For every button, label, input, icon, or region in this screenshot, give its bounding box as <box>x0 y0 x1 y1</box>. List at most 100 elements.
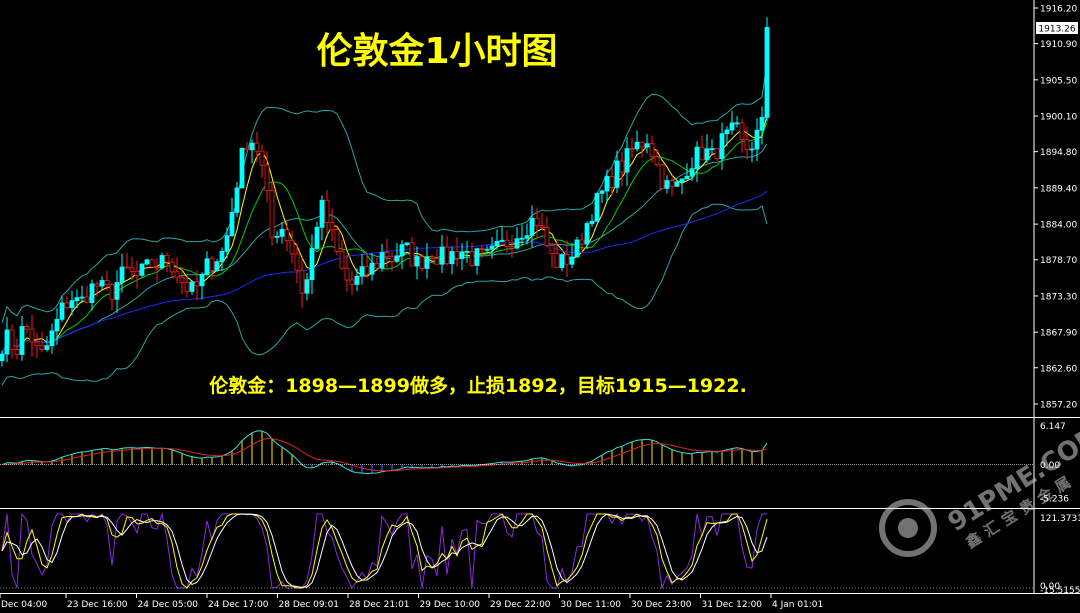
candle <box>429 254 435 261</box>
candle <box>129 256 135 281</box>
candle <box>179 267 185 295</box>
candle <box>559 253 565 272</box>
candle <box>424 243 430 279</box>
candle <box>169 258 175 279</box>
candle <box>664 175 670 194</box>
candle <box>44 336 50 352</box>
candle <box>204 251 210 277</box>
candle <box>104 270 110 291</box>
candle <box>444 235 450 266</box>
candle <box>474 247 480 275</box>
oscillator-line <box>1 512 767 590</box>
watermark-logo-icon <box>879 499 937 557</box>
candle <box>324 189 330 234</box>
candle <box>134 260 140 289</box>
candle <box>644 134 650 154</box>
candle <box>314 222 320 250</box>
oscillator-tick-label: 121.3731 <box>1040 514 1080 524</box>
candle <box>719 122 725 170</box>
time-tick-label: 28 Dec 09:01 <box>279 600 340 610</box>
candle <box>729 110 735 135</box>
time-tick-label: 31 Dec 12:00 <box>702 600 763 610</box>
candlestick-series <box>0 17 770 367</box>
chart-title: 伦敦金1小时图 <box>316 30 557 72</box>
time-tick-label: 23 Dec 16:00 <box>67 600 128 610</box>
macd-line <box>1 437 768 472</box>
candle <box>669 177 675 196</box>
candle <box>544 216 550 248</box>
candle <box>699 135 705 161</box>
candle <box>309 234 315 295</box>
time-axis: Dec 04:00 23 Dec 16:00 24 Dec 05:00 24 Dec … <box>0 594 823 610</box>
macd-tick-label: -5.236 <box>1040 494 1069 504</box>
oscillator-panel <box>0 512 1034 590</box>
bollinger-line <box>1 143 768 355</box>
candle <box>89 279 95 311</box>
time-tick-label: 28 Dec 21:01 <box>349 600 410 610</box>
candle <box>19 315 25 361</box>
candle <box>79 285 85 304</box>
candle <box>249 139 255 164</box>
candle <box>554 239 560 269</box>
candle <box>549 243 555 268</box>
candle <box>714 148 720 162</box>
candle <box>364 253 370 279</box>
candle <box>599 189 605 203</box>
oscillator-tick-label: 0.00 <box>1040 582 1060 592</box>
candle <box>244 142 250 152</box>
candle <box>209 255 215 280</box>
candle <box>654 149 660 167</box>
candle <box>709 139 715 156</box>
candle <box>594 192 600 223</box>
candle <box>0 350 5 367</box>
candle <box>394 242 400 264</box>
candle <box>684 163 690 180</box>
oscillator-line <box>1 513 768 589</box>
macd-tick-label: 0.00 <box>1040 461 1060 471</box>
candle <box>459 243 465 271</box>
candle <box>239 147 245 189</box>
candle <box>34 332 40 359</box>
candle <box>294 243 300 284</box>
time-tick-label: 29 Dec 10:00 <box>420 600 481 610</box>
candle <box>419 254 425 272</box>
candle <box>339 239 345 270</box>
candle <box>589 214 595 227</box>
candle <box>109 283 115 311</box>
candle <box>359 253 365 285</box>
candle <box>99 276 105 290</box>
candle <box>479 245 485 259</box>
candle <box>534 207 540 240</box>
candle <box>289 230 295 264</box>
price-tick-label: 1857.20 <box>1040 401 1077 411</box>
watermark: 91PME.COM 鑫汇宝贵金属 <box>879 419 1080 557</box>
candle <box>349 270 355 295</box>
candle <box>219 247 225 272</box>
bollinger-line <box>1 203 768 386</box>
bollinger-bands <box>1 63 768 386</box>
candle <box>639 141 645 158</box>
candle <box>69 290 75 316</box>
candle <box>624 137 630 187</box>
candle <box>414 246 420 280</box>
moving-average-line <box>1 122 768 355</box>
candle <box>469 242 475 267</box>
time-tick-label: 4 Jan 01:01 <box>772 600 823 610</box>
price-tick-label: 1867.90 <box>1040 329 1077 339</box>
candle <box>759 106 765 145</box>
candle <box>154 258 160 282</box>
oscillator-line <box>1 513 768 588</box>
candle <box>164 252 170 273</box>
candle <box>764 17 770 122</box>
candle <box>159 252 165 270</box>
candle <box>379 243 385 272</box>
candle <box>634 130 640 152</box>
candle <box>704 134 710 163</box>
macd-panel <box>0 430 1034 475</box>
candle <box>119 253 125 293</box>
candle <box>24 323 30 334</box>
bollinger-line <box>1 63 768 323</box>
candle <box>579 233 585 253</box>
candle <box>404 242 410 247</box>
price-tick-label: 1884.00 <box>1040 221 1077 231</box>
